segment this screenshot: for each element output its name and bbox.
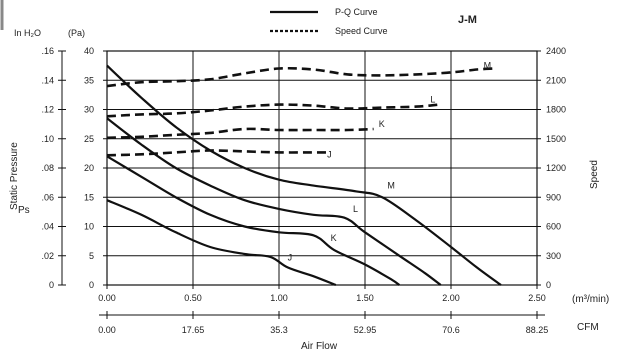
y-tick-label-pa: 40 <box>84 46 94 56</box>
y-axis-title: Static Pressure <box>9 142 20 210</box>
pq-curve-label-k: K <box>331 233 337 243</box>
speed-curve-label-m: M <box>484 61 492 71</box>
x-unit-secondary: CFM <box>577 322 599 333</box>
x-secondary-tick-label: 70.6 <box>442 325 460 335</box>
speed-curve-m <box>106 66 495 88</box>
speed-curve-label-k: K <box>379 119 385 129</box>
legend-pq-label: P-Q Curve <box>335 7 378 17</box>
y-tick-label-pa: 15 <box>84 192 94 202</box>
y2-tick-label: 1200 <box>546 163 566 173</box>
y-axis-symbol: Ps <box>18 205 30 216</box>
pq-curve-l <box>106 117 442 286</box>
speed-curve-k <box>106 127 374 140</box>
y-tick-label-pa: 20 <box>84 163 94 173</box>
y2-tick-label: 1800 <box>546 105 566 115</box>
x-axis-title: Air Flow <box>301 341 338 352</box>
pq-curve-label-m: M <box>387 180 395 190</box>
x-tick-label: 1.50 <box>356 293 374 303</box>
y-tick-label-inh2o: .12 <box>41 105 54 115</box>
legend: P-Q Curve Speed Curve <box>270 7 388 36</box>
x-secondary-tick-label: 88.25 <box>526 325 549 335</box>
y-tick-label-pa: 0 <box>89 280 94 290</box>
pq-curve-label-j: J <box>288 252 293 262</box>
y-tick-label-inh2o: .06 <box>41 192 54 202</box>
x-secondary-tick-label: 35.3 <box>270 325 288 335</box>
y2-tick-label: 1500 <box>546 134 566 144</box>
y-tick-label-pa: 25 <box>84 134 94 144</box>
y-tick-label-pa: 10 <box>84 222 94 232</box>
y-tick-label-inh2o: 0 <box>49 280 54 290</box>
chart-title: J-M <box>458 14 477 26</box>
speed-curve-l <box>106 103 440 118</box>
labels: 0 0 5 .02 10 .04 15 .06 20 .08 25 .10 30 .12 35 .14 40 .1… <box>41 46 566 335</box>
pq-curve-k <box>106 155 401 286</box>
series-layer <box>106 64 502 287</box>
x-secondary-tick-label: 17.65 <box>182 325 205 335</box>
speed-curve-label-j: J <box>327 149 332 159</box>
y-tick-label-inh2o: .02 <box>41 251 54 261</box>
pq-curve-label-l: L <box>353 204 358 214</box>
y-unit-inh2o: In H₂O <box>14 28 41 38</box>
y2-tick-label: 2400 <box>546 46 566 56</box>
y-unit-pa: (Pa) <box>68 28 85 38</box>
y2-tick-label: 900 <box>546 192 561 202</box>
y-tick-label-inh2o: .16 <box>41 46 54 56</box>
x-tick-label: 2.00 <box>442 293 460 303</box>
y2-tick-label: 300 <box>546 251 561 261</box>
y-tick-label-inh2o: .04 <box>41 222 54 232</box>
speed-curve-j <box>106 149 331 157</box>
y-tick-label-pa: 5 <box>89 251 94 261</box>
x-tick-label: 2.50 <box>528 293 546 303</box>
x-tick-label: 0.50 <box>184 293 202 303</box>
y2-tick-label: 0 <box>546 280 551 290</box>
y2-axis-title: Speed <box>589 160 600 189</box>
grid <box>106 50 538 286</box>
y2-tick-label: 2100 <box>546 75 566 85</box>
x-tick-label: 0.00 <box>98 293 116 303</box>
y-tick-label-pa: 30 <box>84 105 94 115</box>
legend-speed-label: Speed Curve <box>335 26 388 36</box>
x-tick-label: 1.00 <box>270 293 288 303</box>
y-tick-label-inh2o: .14 <box>41 75 54 85</box>
speed-curve-label-l: L <box>430 95 435 105</box>
y-tick-label-pa: 35 <box>84 75 94 85</box>
y-tick-label-inh2o: .08 <box>41 163 54 173</box>
pq-curve-j <box>106 199 337 287</box>
x-secondary-tick-label: 52.95 <box>354 325 377 335</box>
x-secondary-tick-label: 0.00 <box>98 325 116 335</box>
axes <box>58 50 545 319</box>
pq-curve-m <box>106 64 502 286</box>
x-unit-primary: (m³/min) <box>572 294 609 305</box>
y-tick-label-inh2o: .10 <box>41 134 54 144</box>
y2-tick-label: 600 <box>546 222 561 232</box>
